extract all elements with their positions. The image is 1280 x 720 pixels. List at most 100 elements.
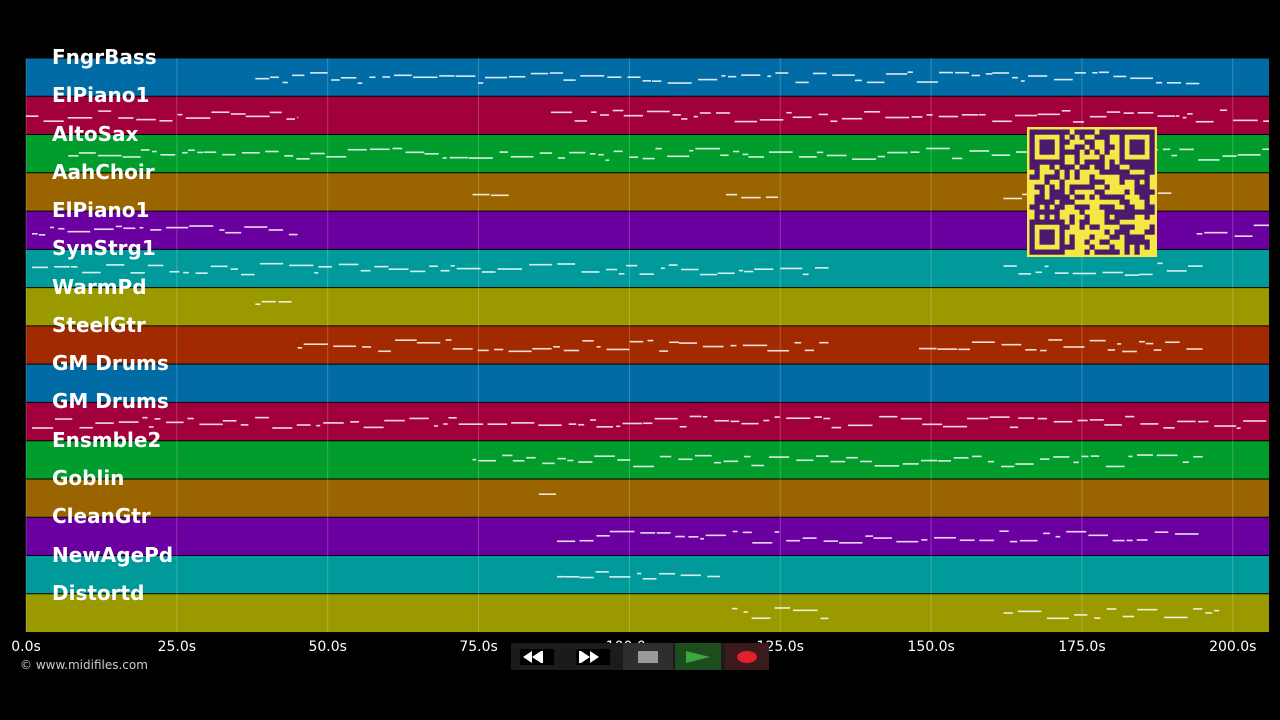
track-label: GM Drums [52,351,169,376]
note-stroke [743,455,751,458]
qr-module [1119,149,1125,155]
stop-button[interactable] [623,643,673,670]
qr-module [1039,189,1045,195]
qr-module [1099,164,1105,170]
qr-module [1089,194,1095,200]
qr-module [1064,129,1070,135]
qr-module [1129,224,1135,230]
track-lane [26,58,1269,97]
note-stroke [557,457,566,460]
note-stroke [1154,531,1169,533]
time-tick-label: 175.0s [1058,639,1106,655]
note-stroke [752,542,773,544]
note-stroke [1139,273,1153,276]
qr-module [1129,239,1135,245]
note-stroke [1025,348,1037,351]
note-stroke [211,111,230,114]
note-stroke [416,341,441,344]
qr-module [1109,249,1115,255]
note-stroke [1055,535,1061,538]
qr-module [1054,159,1060,165]
note-stroke [656,532,671,534]
record-icon [737,650,757,663]
qr-module [1124,249,1130,255]
note-stroke [1106,111,1121,113]
note-stroke [759,119,784,121]
note-stroke [802,537,817,539]
note-stroke [1138,340,1145,343]
fast-forward-button[interactable] [569,643,617,670]
qr-module [1054,129,1060,135]
note-stroke [222,153,236,156]
note-stroke [98,110,112,112]
qr-module [1074,159,1080,165]
qr-module [1104,194,1110,200]
note-stroke [130,272,145,274]
note-stroke [580,75,605,77]
note-stroke [921,459,938,462]
play-button[interactable] [675,643,721,670]
qr-module [1049,164,1055,170]
qr-module [1134,139,1140,145]
note-stroke [1066,530,1087,533]
note-stroke [767,75,772,78]
note-stroke [1015,114,1037,117]
note-stroke [410,270,426,273]
note-stroke [992,120,1012,123]
note-stroke [679,425,687,428]
qr-module [1104,134,1110,140]
qr-module [1084,204,1090,210]
qr-module [1119,199,1125,205]
note-stroke [199,423,223,426]
qr-module [1134,174,1140,180]
note-stroke [955,71,970,74]
qr-module [1119,179,1125,185]
note-stroke [1040,349,1047,352]
note-stroke [1186,82,1200,85]
note-stroke [1214,425,1236,427]
note-stroke [987,460,995,463]
note-stroke [1072,272,1097,275]
qr-module [1069,189,1075,195]
track-lane [26,402,1269,441]
note-stroke [265,150,279,153]
qr-module [1149,229,1155,235]
note-stroke [921,539,928,541]
note-stroke [1009,540,1018,543]
qr-module [1129,204,1135,210]
note-stroke [794,341,802,344]
track-lane [26,287,1269,326]
note-stroke [1186,348,1203,350]
note-stroke [511,422,535,424]
note-stroke [1106,608,1117,610]
note-stroke [394,74,412,77]
note-stroke [169,270,180,273]
note-stroke [139,226,144,229]
record-button[interactable] [725,643,769,670]
qr-module [1109,209,1115,215]
transport-controls [511,643,769,670]
note-stroke [1053,78,1073,81]
qr-module [1099,169,1105,175]
note-stroke [991,154,1011,156]
qr-module [1059,189,1065,195]
qr-module [1149,139,1155,145]
qr-module [1029,139,1035,145]
note-stroke [1017,610,1042,613]
qr-module [1039,139,1045,145]
note-stroke [1157,262,1163,265]
note-stroke [1073,121,1084,123]
qr-module [1104,209,1110,215]
note-stroke [1089,115,1107,118]
qr-module [1134,184,1140,190]
qr-module [1104,229,1110,235]
qr-module [1114,209,1120,215]
note-stroke [165,421,184,424]
qr-module [1044,199,1050,205]
note-stroke [732,530,738,533]
rewind-button[interactable] [511,643,563,670]
note-stroke [1063,346,1085,348]
qr-module [1149,159,1155,165]
note-stroke [182,151,188,154]
note-stroke [1037,417,1047,420]
